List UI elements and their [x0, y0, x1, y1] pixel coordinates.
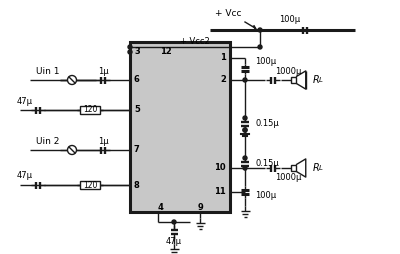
Text: 8: 8: [134, 181, 140, 189]
Text: 1000µ: 1000µ: [275, 67, 301, 75]
Text: 11: 11: [214, 187, 226, 197]
Text: 12: 12: [160, 47, 172, 56]
Text: 1000µ: 1000µ: [275, 172, 301, 182]
Bar: [291, 165, 296, 171]
Text: 1: 1: [220, 54, 226, 62]
Circle shape: [68, 75, 76, 85]
Circle shape: [243, 116, 247, 120]
Text: 47µ: 47µ: [166, 237, 182, 246]
Text: 4: 4: [158, 202, 164, 212]
Circle shape: [243, 78, 247, 82]
Text: R: R: [313, 163, 320, 173]
Text: 0.15µ: 0.15µ: [255, 119, 279, 129]
Text: 1µ: 1µ: [98, 67, 108, 75]
Circle shape: [243, 156, 247, 160]
Text: Uin 1: Uin 1: [36, 67, 60, 75]
Text: + Vcc: + Vcc: [215, 9, 241, 19]
Text: 3: 3: [134, 47, 140, 56]
Circle shape: [258, 45, 262, 49]
Circle shape: [243, 128, 247, 132]
Text: 100µ: 100µ: [255, 57, 276, 67]
Text: 120: 120: [83, 181, 97, 189]
Text: 47µ: 47µ: [17, 97, 33, 105]
Text: L: L: [319, 77, 323, 83]
Text: 7: 7: [134, 146, 140, 154]
Circle shape: [243, 128, 247, 132]
Text: 9: 9: [198, 202, 204, 212]
Text: R: R: [313, 75, 320, 85]
Circle shape: [128, 50, 132, 54]
Circle shape: [128, 45, 132, 49]
Circle shape: [68, 146, 76, 154]
Text: 2: 2: [220, 75, 226, 85]
Bar: [80, 106, 100, 114]
Bar: [80, 181, 100, 189]
Circle shape: [172, 220, 176, 224]
Bar: [291, 77, 296, 83]
Text: 100µ: 100µ: [280, 14, 300, 24]
Bar: [130, 42, 230, 212]
Text: 120: 120: [83, 105, 97, 115]
Text: 10: 10: [214, 164, 226, 172]
Text: 5: 5: [134, 105, 140, 115]
Text: 0.15µ: 0.15µ: [255, 160, 279, 168]
Text: + Vcc2: + Vcc2: [180, 38, 210, 46]
Text: L: L: [319, 165, 323, 171]
Text: 47µ: 47µ: [17, 171, 33, 181]
Circle shape: [243, 166, 247, 170]
Text: Uin 2: Uin 2: [36, 136, 60, 146]
Text: 1µ: 1µ: [98, 136, 108, 146]
Text: 100µ: 100µ: [255, 192, 276, 200]
Circle shape: [258, 28, 262, 32]
Text: 6: 6: [134, 75, 140, 85]
